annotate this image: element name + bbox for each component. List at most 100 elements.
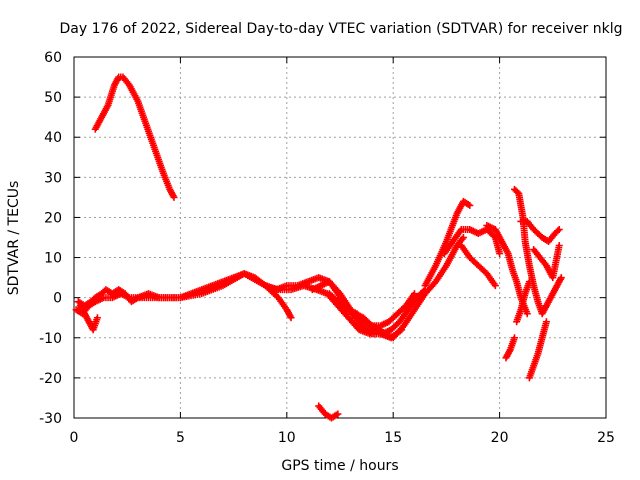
y-tick-label: 50 — [44, 90, 62, 106]
data-point — [368, 322, 383, 333]
data-point — [89, 316, 101, 334]
series-arc-late-i — [530, 242, 563, 282]
data-point — [398, 326, 406, 334]
data-point — [557, 274, 565, 282]
data-point — [525, 278, 533, 286]
data-point — [457, 242, 473, 260]
data-point — [134, 97, 150, 127]
data-point — [506, 336, 518, 354]
data-point — [549, 244, 563, 282]
data-point — [387, 319, 402, 334]
y-tick-label: -30 — [39, 411, 62, 427]
series-arc-low — [76, 302, 101, 334]
data-point — [542, 318, 550, 326]
data-point — [442, 211, 460, 246]
y-tick-label: 30 — [44, 170, 62, 186]
data-point — [483, 270, 498, 288]
data-point — [459, 234, 467, 241]
data-point — [274, 294, 290, 312]
data-point — [170, 193, 178, 201]
data-point — [538, 320, 550, 342]
x-tick-label: 0 — [70, 430, 79, 446]
y-tick-label: 60 — [44, 50, 62, 66]
x-tick-label: 20 — [491, 430, 509, 446]
data-point — [396, 307, 411, 326]
x-tick-label: 15 — [384, 430, 402, 446]
data-point — [530, 282, 541, 304]
data-point — [287, 314, 295, 322]
y-tick-label: 40 — [44, 130, 62, 146]
data-point — [513, 278, 524, 300]
data-point — [104, 83, 118, 109]
data-point — [327, 411, 340, 422]
data-point — [551, 227, 562, 237]
data-point — [530, 352, 541, 370]
series-arc-late-a — [440, 225, 504, 258]
series-arc-late-c — [483, 221, 531, 318]
y-tick-label: 20 — [44, 210, 62, 226]
series-arc-late-h — [513, 278, 533, 326]
data-point — [219, 271, 246, 290]
data-point — [355, 326, 372, 337]
data-point — [421, 263, 439, 290]
data-point — [321, 410, 334, 421]
series-arc-bottom — [315, 402, 342, 422]
x-axis-label: GPS time / hours — [281, 458, 398, 474]
x-tick-label: 25 — [597, 430, 615, 446]
x-tick-label: 10 — [278, 430, 296, 446]
y-axis-label: SDTVAR / TECUs — [6, 181, 22, 296]
data-point — [176, 290, 204, 302]
data-point — [555, 225, 563, 233]
data-point — [155, 294, 182, 302]
data-point — [93, 314, 101, 322]
data-point — [555, 242, 563, 250]
data-point — [513, 308, 524, 326]
data-point — [549, 283, 560, 298]
chart-title: Day 176 of 2022, Sidereal Day-to-day VTE… — [60, 21, 623, 37]
data-point — [491, 282, 499, 290]
data-point — [545, 231, 558, 246]
data-point — [515, 189, 527, 219]
data-point — [453, 199, 467, 217]
data-point — [523, 217, 536, 232]
series-arc-high — [91, 73, 178, 201]
data-point — [262, 282, 280, 293]
x-tick-label: 5 — [176, 430, 185, 446]
data-point — [91, 115, 105, 133]
data-point — [449, 227, 464, 246]
data-point — [523, 310, 531, 318]
data-point — [376, 326, 384, 334]
y-tick-label: -10 — [39, 331, 62, 347]
data-point — [534, 336, 546, 358]
data-point — [400, 307, 417, 330]
data-point — [521, 280, 533, 298]
y-tick-label: -20 — [39, 371, 62, 387]
data-point — [283, 306, 294, 320]
data-point — [521, 238, 533, 268]
series-arc-late-g — [525, 318, 550, 382]
plot-frame — [73, 56, 607, 419]
data-point — [510, 334, 518, 342]
data-point — [198, 282, 225, 298]
data-point — [134, 294, 161, 302]
series-arc-mid-d — [325, 290, 384, 334]
data-point — [491, 225, 505, 244]
series-arc-late-f — [517, 217, 563, 246]
data-point — [504, 250, 516, 272]
data-point — [351, 310, 366, 321]
data-point — [387, 327, 404, 342]
axis-ticks: 0 5 10 15 20 25 -30 -20 -10 0 10 20 30 40 50 60 — [39, 50, 615, 446]
data-point — [317, 278, 332, 290]
y-tick-label: 0 — [53, 291, 62, 307]
data-point — [308, 282, 323, 294]
series-arc-late-b — [457, 242, 499, 290]
data-point — [142, 121, 158, 151]
data-point — [410, 290, 418, 298]
data-points — [72, 73, 565, 422]
series-arc-peak — [421, 197, 474, 290]
series-arc-late-e — [510, 185, 565, 318]
data-point — [466, 201, 474, 209]
data-point — [334, 410, 342, 418]
series-arc-late-d — [502, 334, 518, 362]
